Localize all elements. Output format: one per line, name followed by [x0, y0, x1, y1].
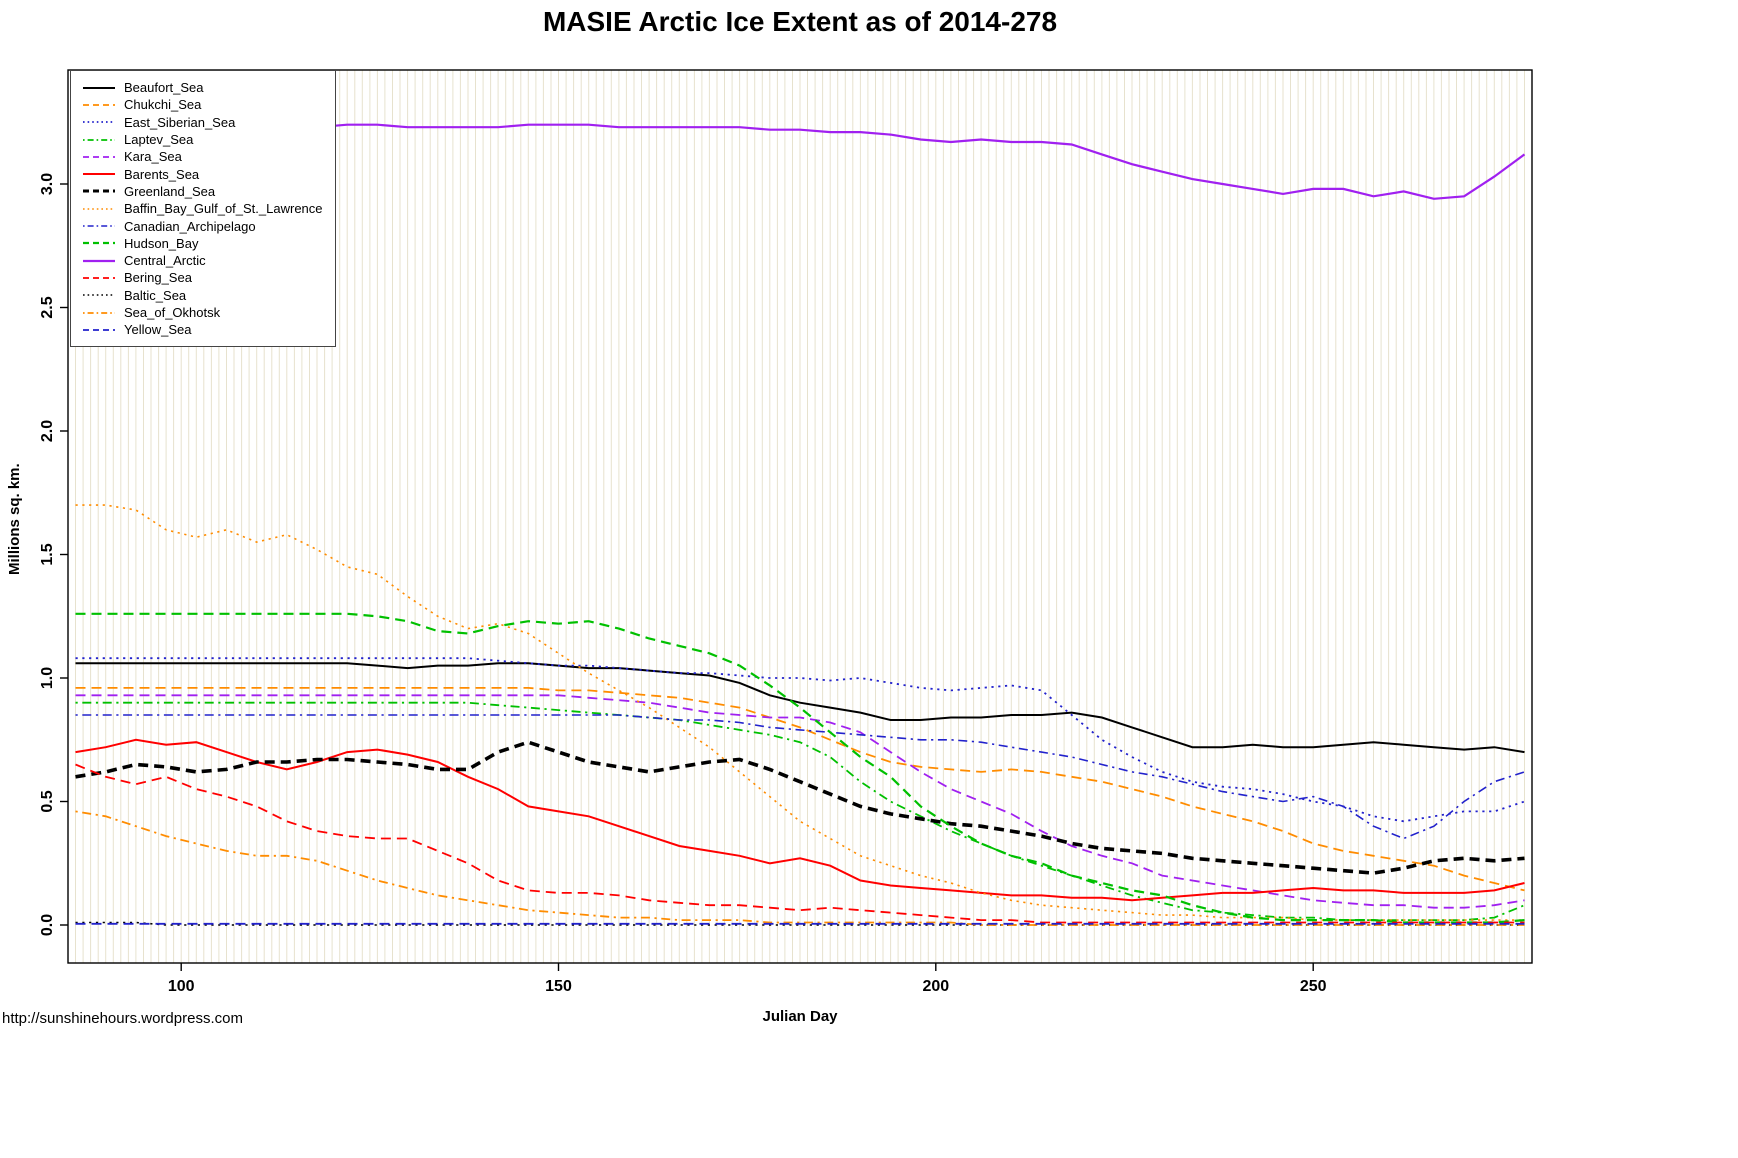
legend-label: Greenland_Sea — [124, 183, 216, 199]
series-line-Hudson_Bay — [75, 612, 1525, 924]
legend-item-Baltic_Sea: Baltic_Sea — [81, 287, 323, 304]
x-tick-label: 200 — [922, 978, 949, 995]
legend-item-Central_Arctic: Central_Arctic — [81, 252, 323, 269]
legend-item-Canadian_Archipelago: Canadian_Archipelago — [81, 217, 323, 234]
legend-line-sample — [83, 86, 115, 89]
y-tick-label: 3.0 — [39, 173, 56, 195]
y-tick-label: 0.0 — [39, 914, 56, 936]
chart-title: MASIE Arctic Ice Extent as of 2014-278 — [542, 6, 1058, 37]
x-tick-label: 250 — [1300, 978, 1327, 995]
legend-label: Baffin_Bay_Gulf_of_St._Lawrence — [124, 201, 323, 217]
legend-item-Bering_Sea: Bering_Sea — [81, 269, 323, 286]
legend-line-sample — [83, 328, 115, 331]
legend-item-Yellow_Sea: Yellow_Sea — [81, 321, 323, 338]
legend-label: Kara_Sea — [124, 149, 182, 165]
series-line-Laptev_Sea — [75, 701, 1525, 921]
legend-line-sample — [83, 277, 115, 279]
legend-line-sample — [83, 104, 115, 106]
legend-line-sample — [83, 207, 115, 210]
legend-line-sample — [83, 242, 115, 245]
y-tick-label: 0.5 — [39, 790, 56, 812]
y-tick-label: 1.5 — [39, 543, 56, 565]
series-line-Bering_Sea — [75, 763, 1525, 924]
x-axis-label: Julian Day — [762, 1008, 838, 1025]
y-tick-label: 2.5 — [39, 296, 56, 318]
legend-item-Kara_Sea: Kara_Sea — [81, 148, 323, 165]
series-line-East_Siberian_Sea — [75, 657, 1525, 823]
legend-label: East_Siberian_Sea — [124, 114, 236, 130]
legend-item-Greenland_Sea: Greenland_Sea — [81, 183, 323, 200]
legend-line-sample — [83, 311, 115, 314]
legend-label: Central_Arctic — [124, 253, 206, 269]
y-tick-label: 1.0 — [39, 667, 56, 689]
legend-line-sample — [83, 294, 115, 297]
y-axis-label: Millions sq. km. — [6, 463, 23, 575]
series-line-Chukchi_Sea — [75, 687, 1525, 892]
legend-line-sample — [83, 189, 115, 193]
legend-line-sample — [83, 173, 115, 176]
legend-item-Barents_Sea: Barents_Sea — [81, 165, 323, 182]
legend-item-Sea_of_Okhotsk: Sea_of_Okhotsk — [81, 304, 323, 321]
y-tick-label: 2.0 — [39, 420, 56, 442]
legend-label: Hudson_Bay — [124, 235, 199, 251]
x-tick-label: 100 — [168, 978, 195, 995]
x-tick-label: 150 — [545, 978, 572, 995]
series-line-Greenland_Sea — [75, 740, 1525, 875]
legend-label: Bering_Sea — [124, 270, 192, 286]
legend-label: Beaufort_Sea — [124, 80, 204, 96]
legend-label: Sea_of_Okhotsk — [124, 305, 221, 320]
legend-item-East_Siberian_Sea: East_Siberian_Sea — [81, 114, 323, 131]
legend-item-Hudson_Bay: Hudson_Bay — [81, 235, 323, 252]
legend-label: Baltic_Sea — [124, 287, 187, 303]
series-line-Kara_Sea — [75, 694, 1525, 909]
legend-line-sample — [83, 121, 115, 124]
series-line-Canadian_Archipelago — [75, 714, 1525, 840]
legend-line-sample — [83, 138, 115, 141]
series-line-Beaufort_Sea — [75, 662, 1525, 754]
series-line-Baffin_Bay_Gulf_of_St._Lawrence — [75, 504, 1525, 921]
series-line-Barents_Sea — [75, 738, 1525, 902]
legend-label: Laptev_Sea — [124, 132, 194, 148]
legend-box: Beaufort_Sea Chukchi_Sea East_Siberian_Sea… — [70, 70, 336, 348]
legend-item-Beaufort_Sea: Beaufort_Sea — [81, 79, 323, 96]
legend-label: Canadian_Archipelago — [124, 218, 256, 234]
legend-item-Chukchi_Sea: Chukchi_Sea — [81, 96, 323, 113]
legend-label: Chukchi_Sea — [124, 97, 202, 113]
legend-item-Laptev_Sea: Laptev_Sea — [81, 131, 323, 148]
source-url: http://sunshinehours.wordpress.com — [2, 1010, 243, 1027]
legend-line-sample — [83, 225, 115, 227]
plot-border — [67, 69, 1533, 964]
legend-line-sample — [83, 259, 115, 262]
legend-line-sample — [83, 155, 115, 158]
legend-label: Barents_Sea — [124, 166, 200, 182]
legend-item-Baffin_Bay_Gulf_of_St._Lawrence: Baffin_Bay_Gulf_of_St._Lawrence — [81, 200, 323, 217]
legend-label: Yellow_Sea — [124, 322, 192, 338]
